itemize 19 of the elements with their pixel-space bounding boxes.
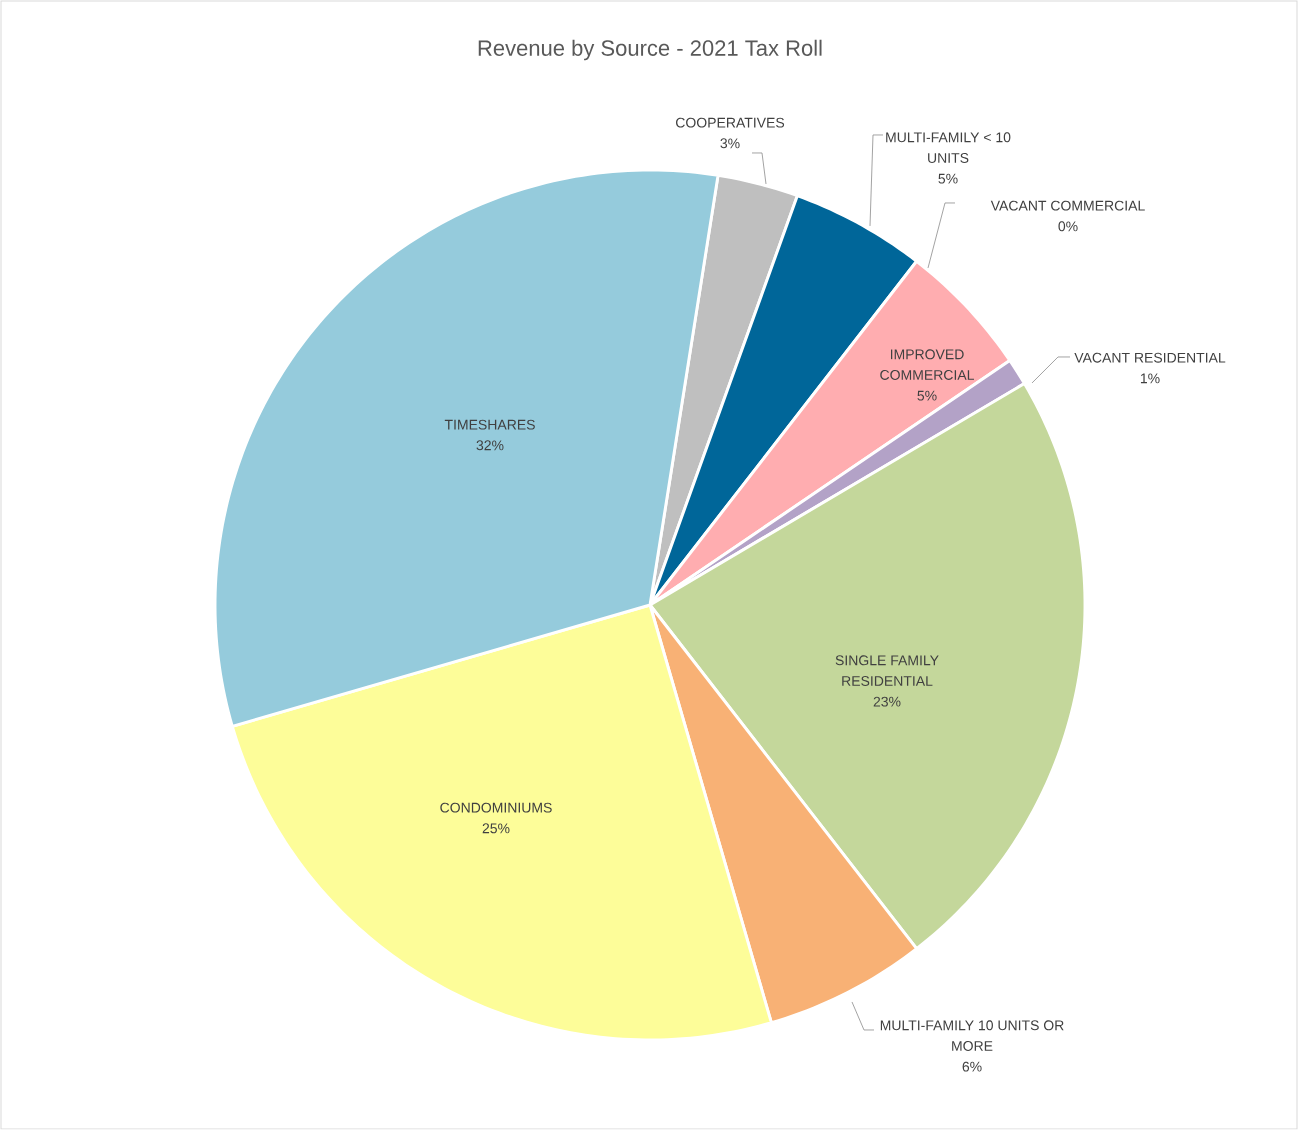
slice-label: COOPERATIVES xyxy=(676,117,785,128)
data-label: 25% xyxy=(482,823,510,834)
slice-label: CONDOMINIUMS xyxy=(440,802,552,813)
category-label: VACANT COMMERCIAL xyxy=(990,200,1145,211)
slice-label: TIMESHARES xyxy=(444,419,535,430)
slice-label: SINGLE FAMILY RESIDENTIAL xyxy=(835,655,939,686)
data-label: 23% xyxy=(873,696,901,707)
chart-title: Revenue by Source - 2021 Tax Roll xyxy=(478,39,822,61)
slice-label: IMPROVED COMMERCIAL xyxy=(880,349,974,380)
slice-label: MULTI-FAMILY 10 UNITS OR MORE xyxy=(880,1020,1064,1051)
slice-label: MULTI-FAMILY < 10 UNITS xyxy=(886,132,1011,163)
text: 0% xyxy=(1058,221,1078,232)
data-label: 5% xyxy=(917,390,937,401)
data-label: 1% xyxy=(1140,373,1160,384)
data-label: 3% xyxy=(720,138,740,149)
data-label: 6% xyxy=(962,1061,982,1072)
slice-label: VACANT RESIDENTIAL xyxy=(1074,352,1226,363)
data-label: 5% xyxy=(938,173,958,184)
data-label: 32% xyxy=(476,440,504,451)
